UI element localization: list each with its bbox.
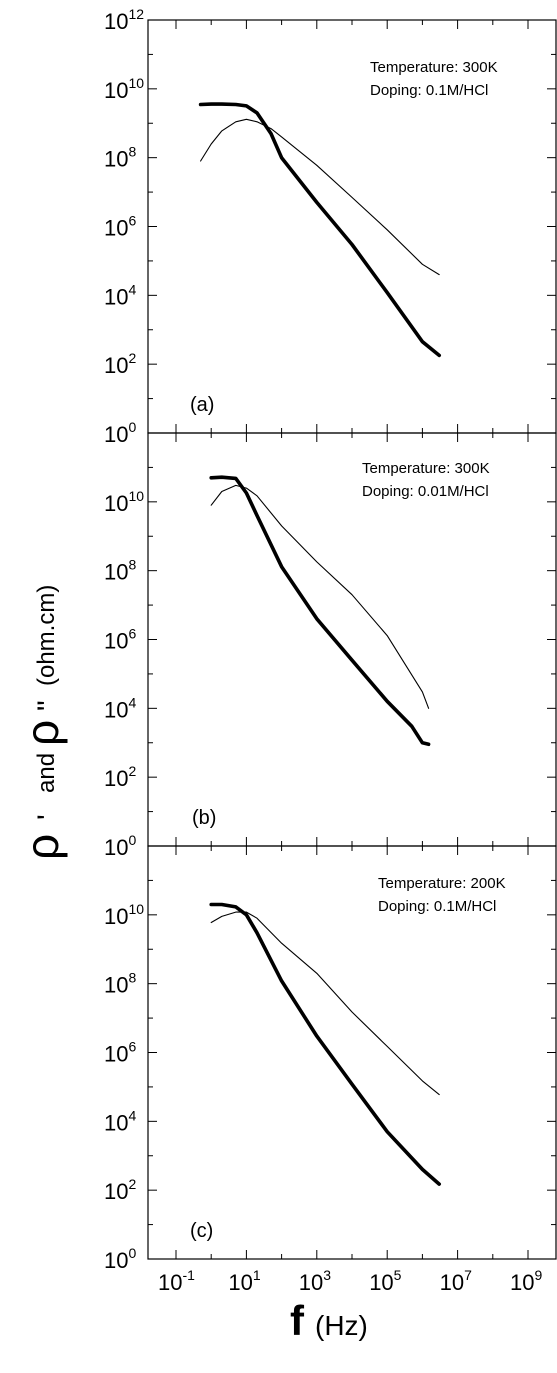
y-tick-label: 100 — [104, 832, 136, 860]
x-axis-label-unit: (Hz) — [315, 1310, 368, 1341]
series-line-thick — [209, 475, 431, 747]
annotation-line: Doping: 0.1M/HCl — [378, 898, 496, 915]
plot-frame — [147, 19, 557, 434]
series-line-thick — [198, 102, 442, 358]
annotation-line: Temperature: 200K — [378, 875, 506, 892]
annotation-line: Doping: 0.1M/HCl — [370, 82, 488, 99]
y-tick-label: 1010 — [104, 75, 144, 103]
y-tick-label: 108 — [104, 557, 136, 585]
y-tick-label: 102 — [104, 350, 136, 378]
series-line-thick — [209, 902, 442, 1186]
y-tick-label: 108 — [104, 144, 136, 172]
x-tick-label: 109 — [510, 1267, 542, 1295]
series-line-thin — [210, 484, 430, 709]
y-tick-label: 108 — [104, 970, 136, 998]
x-axis-label-symbol: f — [290, 1297, 305, 1344]
y-tick-label: 1010 — [104, 901, 144, 929]
panel-label: (c) — [190, 1220, 213, 1242]
x-axis-label: f (Hz) — [290, 1297, 368, 1344]
annotation-line: Temperature: 300K — [370, 59, 498, 76]
panel-label: (a) — [190, 394, 214, 416]
annotation-line: Doping: 0.01M/HCl — [362, 483, 489, 500]
series-line-thin — [210, 911, 440, 1096]
y-axis-label-unit: (ohm.cm) — [33, 585, 60, 686]
y-tick-label: 106 — [104, 213, 136, 241]
annotation-line: Temperature: 300K — [362, 460, 490, 477]
panel-b: 100 102 104 106 108 1010 Temperature: 300K Dopi… — [104, 432, 557, 860]
y-tick-label: 102 — [104, 763, 136, 791]
x-tick-label: 107 — [440, 1267, 472, 1295]
y-tick-label: 104 — [104, 694, 136, 722]
y-tick-label: 106 — [104, 1039, 136, 1067]
y-tick-label: 1012 — [104, 6, 144, 34]
x-tick-label: 105 — [369, 1267, 401, 1295]
y-tick-label: 104 — [104, 281, 136, 309]
panel-c: 100 102 104 106 108 1010 Temperature: 200K Dopi… — [104, 845, 557, 1273]
y-tick-label: 100 — [104, 419, 136, 447]
y-tick-label: 104 — [104, 1107, 136, 1135]
x-tick-label: 103 — [299, 1267, 331, 1295]
x-tick-label: 10-1 — [158, 1267, 195, 1295]
y-tick-label: 1010 — [104, 488, 144, 516]
y-axis-label-dprime: " — [32, 700, 65, 711]
y-axis-label-rho1: ρ — [16, 834, 68, 860]
x-axis-tick-labels: 10-1 101 103 105 107 109 — [158, 1267, 542, 1295]
y-axis-label: ρ ' and ρ " (ohm.cm) — [16, 585, 68, 860]
plot-frame — [147, 432, 557, 847]
y-axis-label-and: and — [33, 753, 60, 793]
y-tick-label: 100 — [104, 1245, 136, 1273]
y-axis-label-prime: ' — [32, 814, 65, 820]
panel-a: 100 102 104 106 108 1010 1012 Temperature: 300K… — [104, 6, 557, 447]
y-tick-label: 102 — [104, 1176, 136, 1204]
panel-label: (b) — [192, 807, 216, 829]
y-tick-label: 106 — [104, 626, 136, 654]
series-line-thin — [200, 118, 440, 276]
x-tick-label: 101 — [228, 1267, 260, 1295]
y-axis-label-rho2: ρ — [16, 720, 68, 746]
